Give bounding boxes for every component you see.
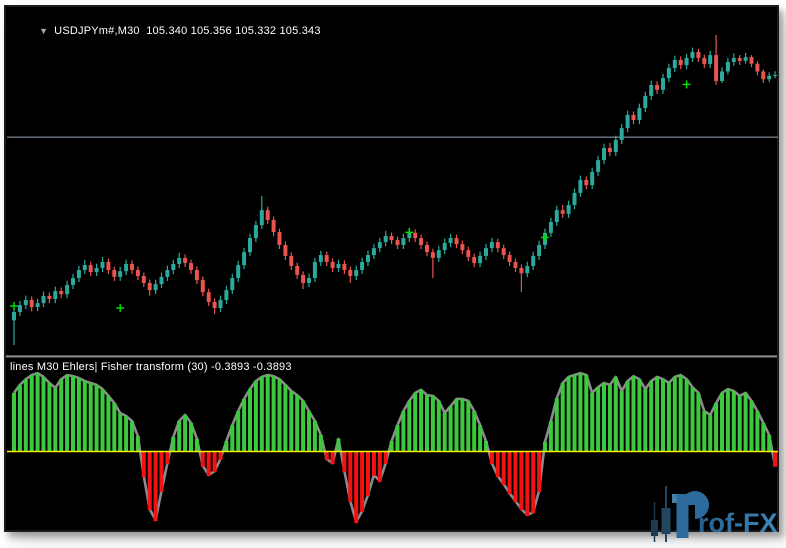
indicator-label: lines M30 Ehlers| Fisher transform (30) …: [10, 361, 292, 373]
chart-title: ▼ USDJPYm#,M30 105.340 105.356 105.332 10…: [13, 12, 321, 51]
chart-window-frame: ▼ USDJPYm#,M30 105.340 105.356 105.332 10…: [4, 5, 779, 532]
watermark-candle-icons: [651, 486, 671, 542]
symbol-timeframe-label: USDJPYm#,M30: [54, 25, 140, 37]
main-chart-panel[interactable]: ▼ USDJPYm#,M30 105.340 105.356 105.332 10…: [6, 7, 777, 355]
chart-dropdown-icon[interactable]: ▼: [39, 26, 49, 36]
watermark-text: rof-FX: [698, 508, 777, 538]
ohlc-values-label: 105.340 105.356 105.332 105.343: [146, 25, 321, 37]
watermark-logo: rof-FX: [645, 472, 786, 543]
panel-splitter[interactable]: [6, 355, 777, 358]
